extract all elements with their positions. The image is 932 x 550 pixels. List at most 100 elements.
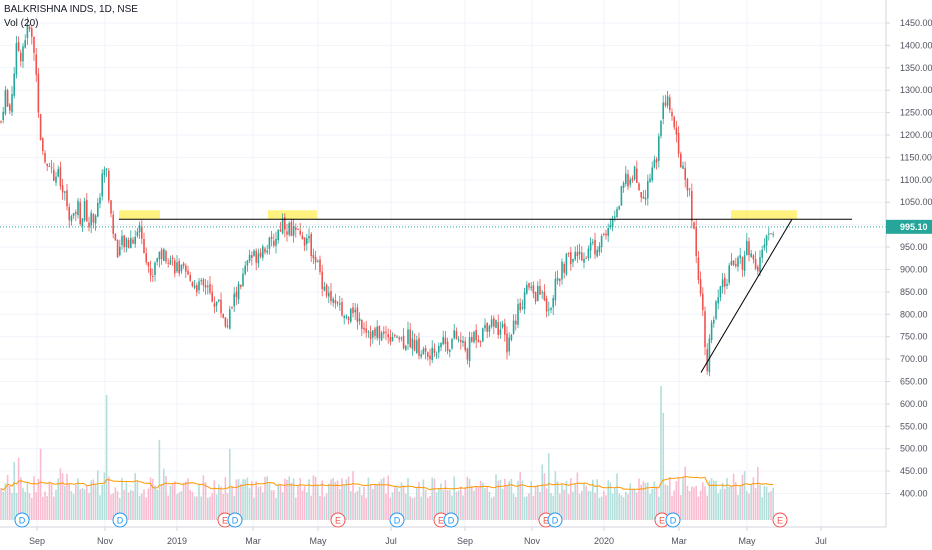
drawing-layer[interactable] [0, 218, 886, 373]
volume-bar [257, 487, 260, 520]
volume-bar [462, 495, 464, 520]
candle-body [735, 263, 737, 267]
volume-legend[interactable]: Vol (20) [4, 18, 39, 29]
event-circle[interactable] [14, 512, 30, 528]
candle-body [39, 114, 42, 140]
candle-body [471, 336, 473, 342]
dividend-marker[interactable]: D [389, 512, 405, 528]
volume-bar [149, 477, 152, 520]
candle-body [383, 331, 385, 334]
volume-bar [39, 448, 42, 520]
candle-body [660, 121, 662, 137]
candle-body [438, 345, 440, 353]
last-price-badge[interactable] [886, 219, 932, 234]
volume-bar [677, 478, 680, 520]
candle-body [251, 255, 253, 259]
candle-body [508, 337, 510, 352]
volume-bar [66, 473, 68, 520]
candle-body [411, 338, 414, 349]
dividend-marker[interactable]: D [227, 512, 243, 528]
volume-bar [649, 493, 651, 520]
candle-body [512, 320, 515, 334]
volume-bar [48, 481, 51, 520]
event-circle[interactable] [772, 512, 788, 528]
y-tick-label: 450.00 [900, 466, 928, 476]
candle-body [37, 73, 40, 113]
candle-body [264, 248, 266, 253]
volume-bar [369, 484, 372, 520]
resistance-highlight [731, 210, 797, 220]
volume-bar [622, 497, 625, 520]
event-circle[interactable] [443, 512, 459, 528]
volume-bar [442, 490, 444, 520]
event-circle[interactable] [227, 512, 243, 528]
event-circle[interactable] [665, 512, 681, 528]
candle-body [596, 250, 598, 257]
volume-bar [6, 474, 9, 520]
candle-body [543, 291, 546, 301]
volume-bar [556, 481, 559, 520]
volume-bar [352, 471, 354, 520]
candle-body [154, 262, 156, 276]
x-tick-label: 2019 [167, 536, 187, 546]
volume-bar [633, 489, 636, 520]
volume-bar [79, 489, 81, 520]
volume-bar [198, 484, 200, 520]
ascending-trendline[interactable] [700, 219, 793, 373]
volume-bar [770, 491, 772, 520]
candle-body [603, 233, 605, 235]
event-circle[interactable] [330, 512, 346, 528]
volume-bar [299, 478, 301, 520]
event-label: D [552, 516, 559, 526]
volume-bar [253, 497, 255, 520]
candle-body [653, 159, 656, 168]
event-circle[interactable] [547, 512, 563, 528]
candle-body [739, 255, 741, 259]
candle-body [464, 341, 466, 351]
dividend-marker[interactable]: D [547, 512, 563, 528]
dividend-marker[interactable]: D [112, 512, 128, 528]
candle-body [191, 282, 194, 287]
candle-body [31, 28, 33, 37]
candle-layer[interactable] [0, 17, 774, 377]
volume-bar [251, 481, 253, 520]
y-tick-label: 1100.00 [900, 175, 932, 185]
candle-body [420, 354, 422, 357]
y-tick-label: 1050.00 [900, 197, 932, 207]
earnings-marker[interactable]: E [330, 512, 346, 528]
event-circle[interactable] [112, 512, 128, 528]
candle-body [127, 240, 130, 249]
candle-body [215, 301, 218, 306]
candle-body [765, 235, 768, 246]
volume-bar [625, 491, 627, 520]
volume-bar [638, 478, 640, 520]
volume-bar [297, 485, 299, 520]
candle-body [640, 192, 642, 198]
volume-bar [275, 497, 277, 520]
volume-bar [130, 490, 132, 520]
volume-bar [570, 478, 572, 520]
dividend-marker[interactable]: D [665, 512, 681, 528]
volume-bar [189, 490, 191, 520]
volume-bar [70, 491, 73, 520]
event-circle[interactable] [389, 512, 405, 528]
dividend-marker[interactable]: D [14, 512, 30, 528]
earnings-marker[interactable]: E [654, 512, 670, 528]
symbol-legend[interactable]: BALKRISHNA INDS, 1D, NSE [4, 4, 138, 15]
volume-bar [693, 487, 695, 520]
volume-bar [431, 477, 433, 520]
volume-bar [99, 495, 101, 520]
candle-body [695, 227, 697, 257]
volume-bar [746, 491, 748, 520]
earnings-marker[interactable]: E [772, 512, 788, 528]
dividend-marker[interactable]: D [443, 512, 459, 528]
volume-bar [697, 496, 700, 520]
volume-bar [772, 487, 774, 520]
volume-bar [669, 477, 671, 520]
volume-bar [125, 482, 128, 520]
candle-body [427, 352, 429, 357]
candle-body [715, 301, 717, 319]
candle-body [482, 328, 484, 342]
